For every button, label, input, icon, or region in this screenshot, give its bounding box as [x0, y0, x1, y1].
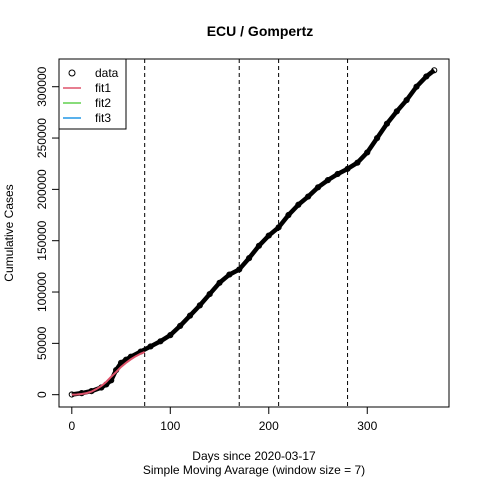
data-point — [383, 120, 391, 127]
data-point — [186, 312, 194, 319]
y-tick-label: 50000 — [35, 326, 49, 360]
y-tick-label: 300000 — [35, 66, 49, 106]
y-tick-label: 200000 — [35, 169, 49, 209]
data-point — [393, 108, 400, 115]
data-point — [167, 332, 174, 339]
data-point — [265, 232, 272, 239]
data-point — [413, 83, 420, 90]
y-tick-label: 100000 — [35, 272, 49, 312]
x-axis: 0 100 200 300 — [68, 406, 378, 433]
x-tick-label: 300 — [357, 419, 377, 433]
data-point — [147, 343, 154, 350]
data-point — [295, 201, 302, 208]
data-point — [245, 255, 253, 262]
data-point — [117, 359, 125, 366]
y-tick-label: 150000 — [35, 220, 49, 260]
legend-label-fit1: fit1 — [95, 81, 111, 95]
data-point — [216, 279, 223, 286]
fit1-series — [71, 351, 146, 396]
data-point — [196, 302, 203, 309]
legend-label-fit2: fit2 — [95, 96, 111, 110]
chart-title: ECU / Gompertz — [207, 23, 314, 39]
data-point — [226, 271, 233, 278]
legend-label-fit3: fit3 — [95, 111, 111, 125]
x-axis-label: Days since 2020-03-17 — [192, 449, 316, 463]
x-axis-subtitle: Simple Moving Avarage (window size = 7) — [143, 463, 365, 477]
data-point — [177, 322, 184, 330]
data-point — [431, 67, 438, 74]
data-point — [305, 193, 312, 200]
data-point — [275, 224, 282, 231]
x-tick-label: 100 — [160, 419, 180, 433]
y-axis: 0 50000 100000 150000 200000 250000 300000 — [35, 66, 60, 398]
data-point — [255, 242, 263, 249]
data-point — [324, 177, 331, 184]
legend-label-data: data — [95, 66, 119, 80]
y-tick-label: 250000 — [35, 118, 49, 158]
data-point — [354, 159, 361, 166]
legend-symbol-data — [68, 69, 76, 77]
data-point — [374, 134, 381, 142]
data-point — [364, 149, 371, 156]
data-point — [285, 211, 292, 219]
data-point — [206, 290, 213, 298]
x-tick-label: 0 — [68, 419, 75, 433]
data-point — [403, 96, 410, 104]
x-tick-label: 200 — [259, 419, 279, 433]
reference-lines — [144, 59, 349, 407]
data-point — [314, 184, 322, 191]
data-point — [423, 73, 430, 80]
y-tick-label: 0 — [35, 391, 49, 398]
fit1-line — [71, 351, 146, 396]
data-point — [344, 165, 351, 172]
y-axis-label: Cumulative Cases — [2, 184, 16, 281]
data-point — [157, 338, 164, 345]
data-point — [236, 266, 243, 273]
data-point — [334, 170, 341, 178]
